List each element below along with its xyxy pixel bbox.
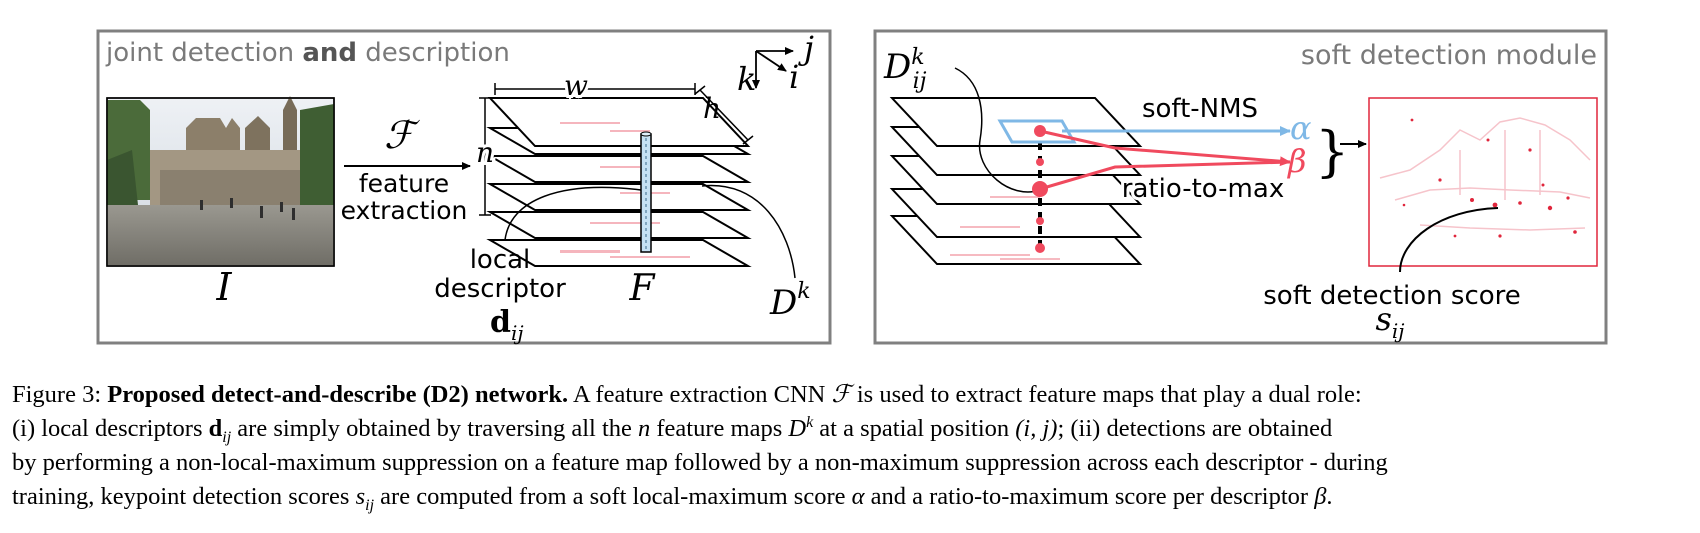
caption-text: ; (ii) detections are obtained (1057, 415, 1333, 442)
caption-line-1: Figure 3: Proposed detect-and-describe (… (12, 378, 1692, 412)
feature-map-F-label: F (629, 268, 657, 309)
descriptor-column-top (640, 131, 652, 137)
caption-math-D: D (788, 415, 807, 442)
left-panel-title: joint detection and description (105, 38, 510, 68)
depth-dimension (479, 97, 491, 216)
d2-network-figure: joint detection and description I (96, 29, 1608, 345)
caption-text: (i) local descriptors (12, 415, 209, 442)
caption-text: feature maps (650, 415, 789, 442)
Dijk-leader (954, 67, 1041, 193)
caption-text: A feature extraction CNN (568, 381, 832, 408)
beta-label: β (1287, 142, 1307, 180)
brace-symbol: } (1315, 120, 1349, 183)
figure-caption: Figure 3: Proposed detect-and-describe (… (12, 378, 1692, 514)
detection-map-activations (950, 196, 1060, 260)
caption-math-d: d (208, 415, 223, 442)
axis-i-label: i (789, 58, 799, 96)
image-label-I: I (215, 265, 232, 309)
soft-nms-label: soft-NMS (1142, 94, 1258, 124)
dim-w-label: w (564, 69, 588, 102)
local-descriptor-line2: descriptor (434, 274, 566, 304)
caption-text: . (1326, 483, 1333, 510)
left-panel: joint detection and description I (96, 29, 832, 345)
f-operator-label: ℱ (384, 113, 420, 157)
caption-line-2: (i) local descriptors dij are simply obt… (12, 412, 1692, 446)
caption-math-sub: ij (222, 428, 232, 446)
right-panel-frame (873, 29, 1608, 345)
caption-text: is used to extract feature maps that pla… (850, 381, 1362, 408)
detection-map-stack (889, 97, 1143, 265)
caption-math-s: s (355, 483, 366, 510)
ratio-to-max-arrow-b (1039, 160, 1291, 191)
soft-detection-heatmap (1368, 97, 1598, 267)
caption-bold-title: Proposed detect-and-describe (D2) networ… (107, 381, 569, 408)
axis-k-label: k (737, 60, 756, 98)
height-dimension (694, 85, 754, 145)
axis-j-label: j (798, 29, 814, 67)
caption-text: are simply obtained by traversing all th… (231, 415, 639, 442)
Dk-label: Dk (769, 279, 811, 323)
caption-math-ij: (i, j) (1015, 415, 1058, 442)
local-descriptor-line1: local (470, 245, 531, 275)
right-panel: soft detection module Dk ij (873, 29, 1608, 345)
feature-extraction-line2: extraction (341, 196, 468, 225)
caption-math-sup: k (806, 413, 814, 431)
dim-n-label: n (476, 136, 494, 169)
caption-text: training, keypoint detection scores (12, 483, 356, 510)
feature-extraction-line1: feature (359, 169, 449, 198)
caption-math-n: n (638, 415, 651, 442)
width-dimension (494, 83, 696, 95)
right-panel-title: soft detection module (1301, 40, 1597, 71)
left-panel-frame (96, 29, 832, 345)
score-leader (1399, 207, 1499, 273)
input-image (106, 96, 335, 267)
ratio-to-max-label: ratio-to-max (1122, 174, 1284, 204)
caption-text: and a ratio-to-maximum score per descrip… (864, 483, 1315, 510)
Dijk-label: Dk ij (883, 45, 927, 94)
local-descriptor-leader (504, 186, 642, 241)
caption-math-alpha: α (851, 483, 865, 510)
Dk-leader (701, 184, 796, 279)
caption-text: are computed from a soft local-maximum s… (374, 483, 852, 510)
caption-fig-label: Figure 3: (12, 381, 108, 408)
axes-indicator (752, 47, 794, 89)
caption-math-sub: ij (365, 496, 375, 514)
soft-nms-window (997, 119, 1077, 144)
caption-line-3: by performing a non-local-maximum suppre… (12, 449, 1388, 476)
sij-label: sij (1375, 300, 1404, 343)
alpha-label: α (1290, 109, 1312, 147)
caption-math-beta: β (1314, 483, 1327, 510)
dim-h-label: h (703, 92, 721, 125)
caption-line-4: training, keypoint detection scores sij … (12, 480, 1692, 514)
ratio-to-max-arrow-a (1039, 129, 1291, 167)
dij-label: dij (490, 305, 524, 345)
soft-detection-score-label: soft detection score (1263, 281, 1521, 311)
caption-math-F: ℱ (831, 381, 851, 408)
caption-text: at a spatial position (813, 415, 1016, 442)
